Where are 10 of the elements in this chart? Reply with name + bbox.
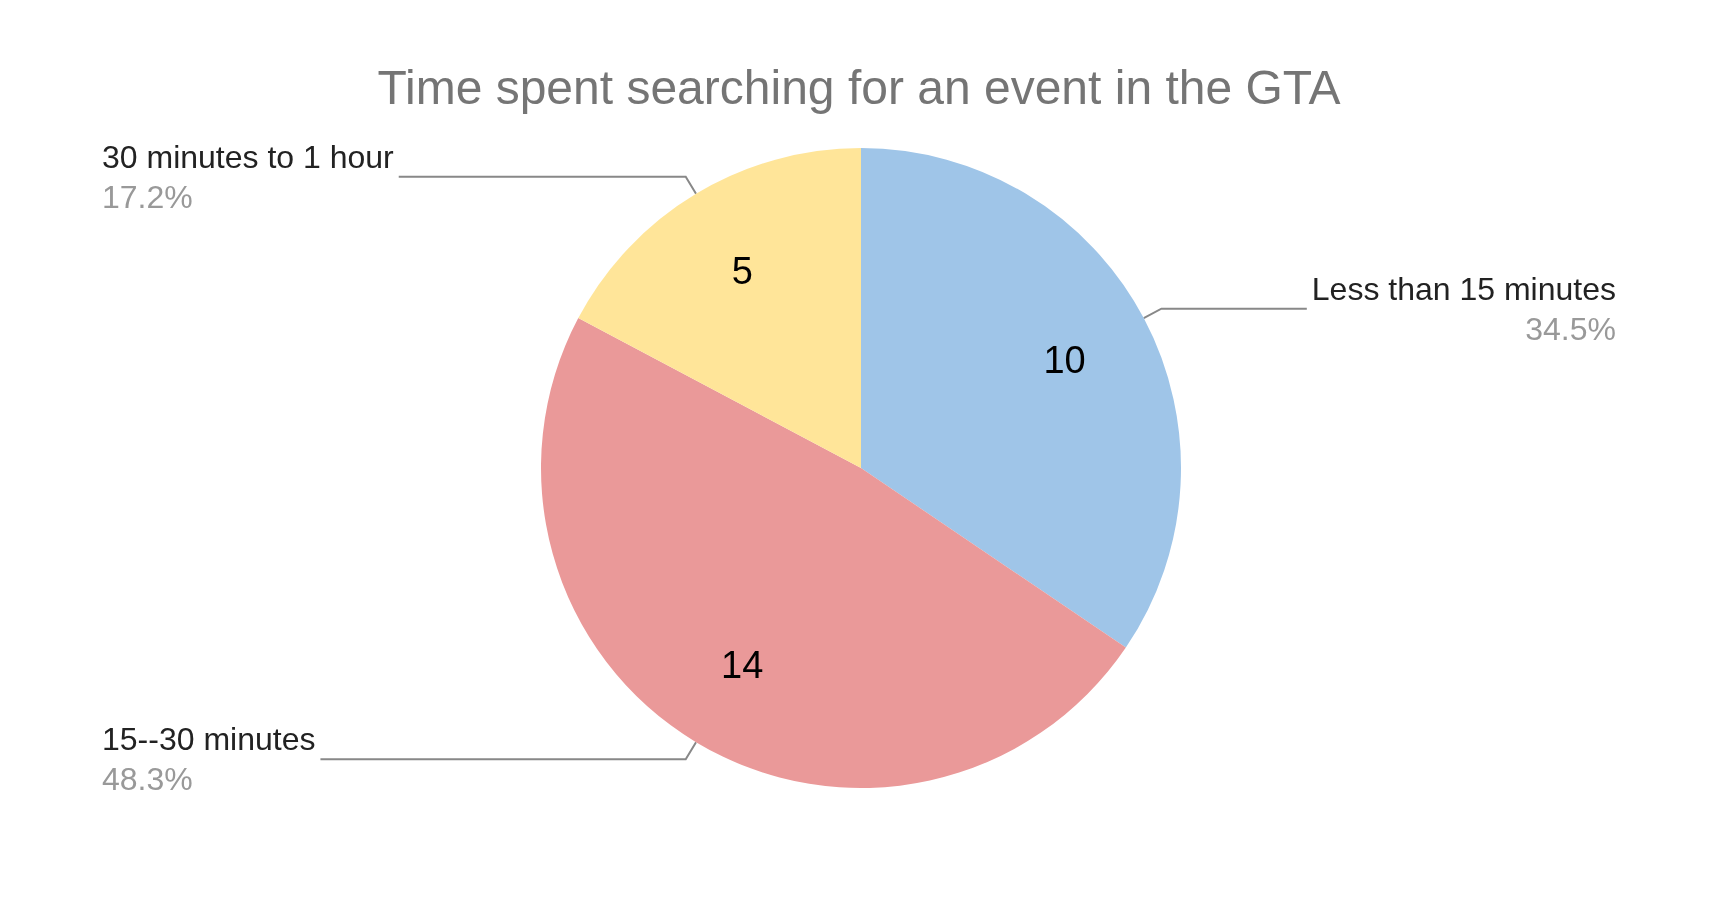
- text: 17.2%: [102, 178, 193, 215]
- data-label: 10: [1043, 339, 1086, 382]
- slice-label: 15--30 minutes: [102, 721, 316, 758]
- data-label: 5: [731, 249, 753, 292]
- data-label: 14: [721, 644, 764, 687]
- slice-label: Less than 15 minutes: [1311, 270, 1616, 307]
- slice-label: 30 minutes to 1 hour: [102, 138, 395, 175]
- text: 48.3%: [102, 761, 193, 798]
- chart-title: Time spent searching for an event in the GTA: [377, 60, 1341, 114]
- text: 34.5%: [1525, 310, 1616, 347]
